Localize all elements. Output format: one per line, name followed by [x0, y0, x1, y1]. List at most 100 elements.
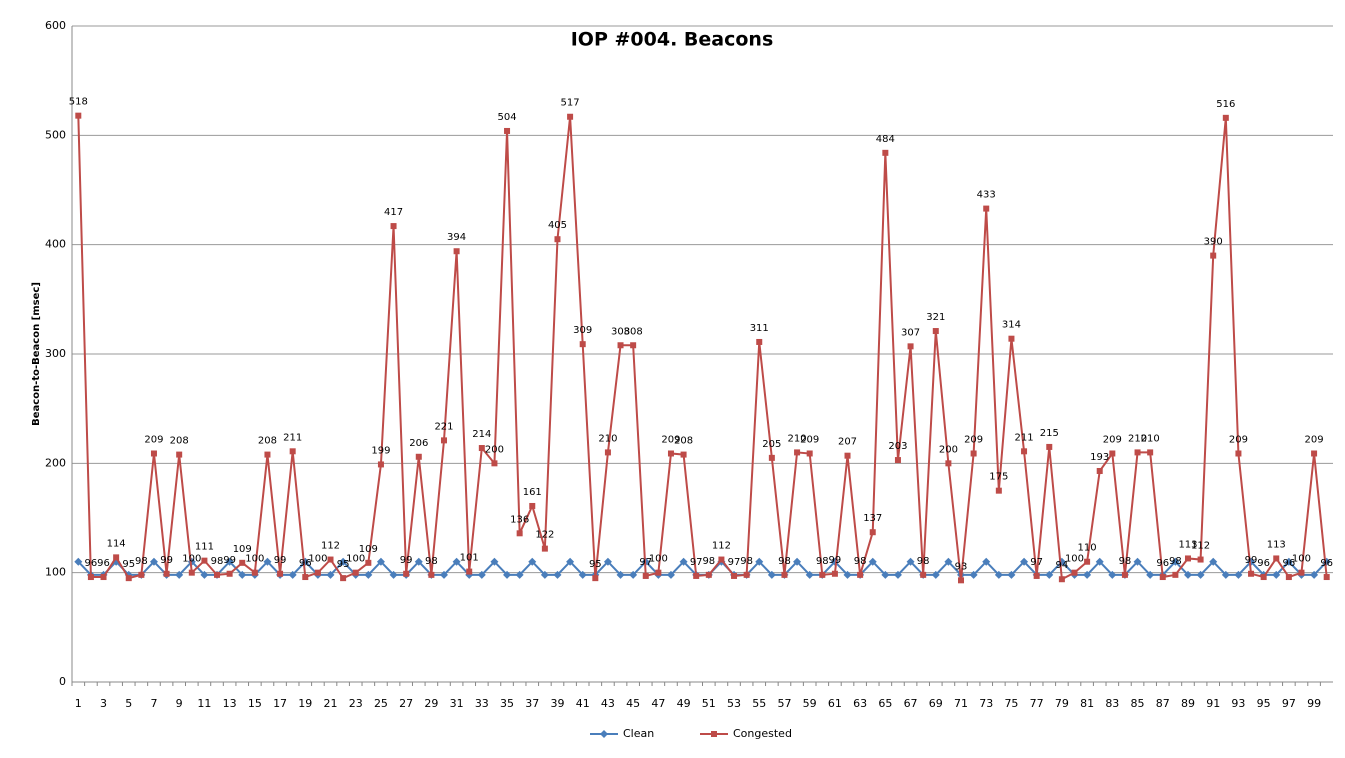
- point: [982, 557, 991, 566]
- point: [1222, 114, 1229, 121]
- point: [440, 437, 447, 444]
- point: [365, 559, 372, 566]
- data-label: 209: [661, 434, 680, 445]
- data-label: 109: [359, 544, 378, 555]
- point: [1323, 574, 1330, 581]
- point: [920, 571, 927, 578]
- data-label: 200: [939, 444, 958, 455]
- data-label: 111: [195, 542, 214, 553]
- x-tick-label: 23: [349, 697, 363, 710]
- y-tick-label: 400: [45, 238, 66, 251]
- point: [390, 223, 397, 230]
- data-label: 308: [624, 326, 643, 337]
- point: [1272, 570, 1281, 579]
- point: [163, 570, 170, 577]
- point: [679, 557, 688, 566]
- point: [983, 205, 990, 212]
- point: [1083, 570, 1092, 579]
- point: [263, 557, 272, 566]
- data-label: 433: [977, 190, 996, 201]
- point: [289, 448, 296, 455]
- point: [843, 570, 852, 579]
- data-label: 99: [223, 555, 236, 566]
- x-tick-label: 13: [223, 697, 237, 710]
- data-label: 209: [800, 434, 819, 445]
- x-tick-label: 9: [176, 697, 183, 710]
- data-label: 99: [400, 555, 413, 566]
- data-label: 122: [535, 530, 554, 541]
- point: [225, 557, 234, 566]
- point: [794, 449, 801, 456]
- point: [1235, 450, 1242, 457]
- point: [1311, 450, 1318, 457]
- y-axis-label: Beacon-to-Beacon [msec]: [31, 282, 42, 426]
- point: [629, 570, 638, 579]
- data-label: 100: [245, 554, 264, 565]
- point: [1146, 570, 1155, 579]
- data-label: 210: [1141, 433, 1160, 444]
- x-tick-label: 17: [273, 697, 287, 710]
- data-label: 211: [283, 432, 302, 443]
- x-tick-label: 91: [1206, 697, 1220, 710]
- legend-label: Congested: [733, 727, 792, 740]
- point: [176, 451, 183, 458]
- legend-marker: [600, 730, 608, 738]
- point: [1196, 570, 1205, 579]
- point: [188, 569, 195, 576]
- point: [857, 571, 864, 578]
- point: [554, 236, 561, 243]
- data-label: 97: [690, 557, 703, 568]
- y-tick-label: 0: [59, 675, 66, 688]
- data-label: 210: [1128, 433, 1147, 444]
- point: [1020, 557, 1029, 566]
- point: [466, 568, 473, 575]
- chart-title: IOP #004. Beacons: [571, 29, 774, 51]
- point: [1046, 443, 1053, 450]
- point: [831, 570, 838, 577]
- data-label: 96: [1320, 558, 1333, 569]
- data-label: 200: [485, 444, 504, 455]
- data-label: 307: [901, 327, 920, 338]
- x-tick-label: 47: [651, 697, 665, 710]
- point: [1058, 576, 1065, 583]
- y-tick-label: 500: [45, 128, 66, 141]
- point: [74, 557, 83, 566]
- x-tick-label: 11: [197, 697, 211, 710]
- point: [869, 529, 876, 536]
- point: [655, 569, 662, 576]
- data-label: 203: [888, 441, 907, 452]
- data-label: 175: [989, 472, 1008, 483]
- data-label: 97: [1030, 557, 1043, 568]
- series-line: [77, 115, 1328, 581]
- point: [1095, 557, 1104, 566]
- y-tick-label: 300: [45, 347, 66, 360]
- data-label: 109: [233, 544, 252, 555]
- data-label: 193: [1090, 452, 1109, 463]
- point: [1284, 557, 1293, 566]
- x-tick-label: 63: [853, 697, 867, 710]
- data-label: 114: [107, 538, 126, 549]
- data-label: 208: [674, 436, 693, 447]
- point: [844, 452, 851, 459]
- x-tick-label: 45: [626, 697, 640, 710]
- x-tick-label: 27: [399, 697, 413, 710]
- data-label: 98: [211, 556, 224, 567]
- point: [1133, 557, 1142, 566]
- data-label: 209: [1305, 434, 1324, 445]
- data-label: 209: [144, 434, 163, 445]
- point: [238, 570, 247, 579]
- point: [1121, 571, 1128, 578]
- data-label: 215: [1040, 428, 1059, 439]
- x-tick-label: 39: [550, 697, 564, 710]
- point: [226, 570, 233, 577]
- point: [503, 570, 512, 579]
- data-label: 314: [1002, 320, 1021, 331]
- point: [1298, 569, 1305, 576]
- x-tick-label: 87: [1156, 697, 1170, 710]
- point: [452, 557, 461, 566]
- point: [540, 570, 549, 579]
- data-label: 214: [472, 429, 491, 440]
- data-label: 205: [762, 439, 781, 450]
- point: [1147, 449, 1154, 456]
